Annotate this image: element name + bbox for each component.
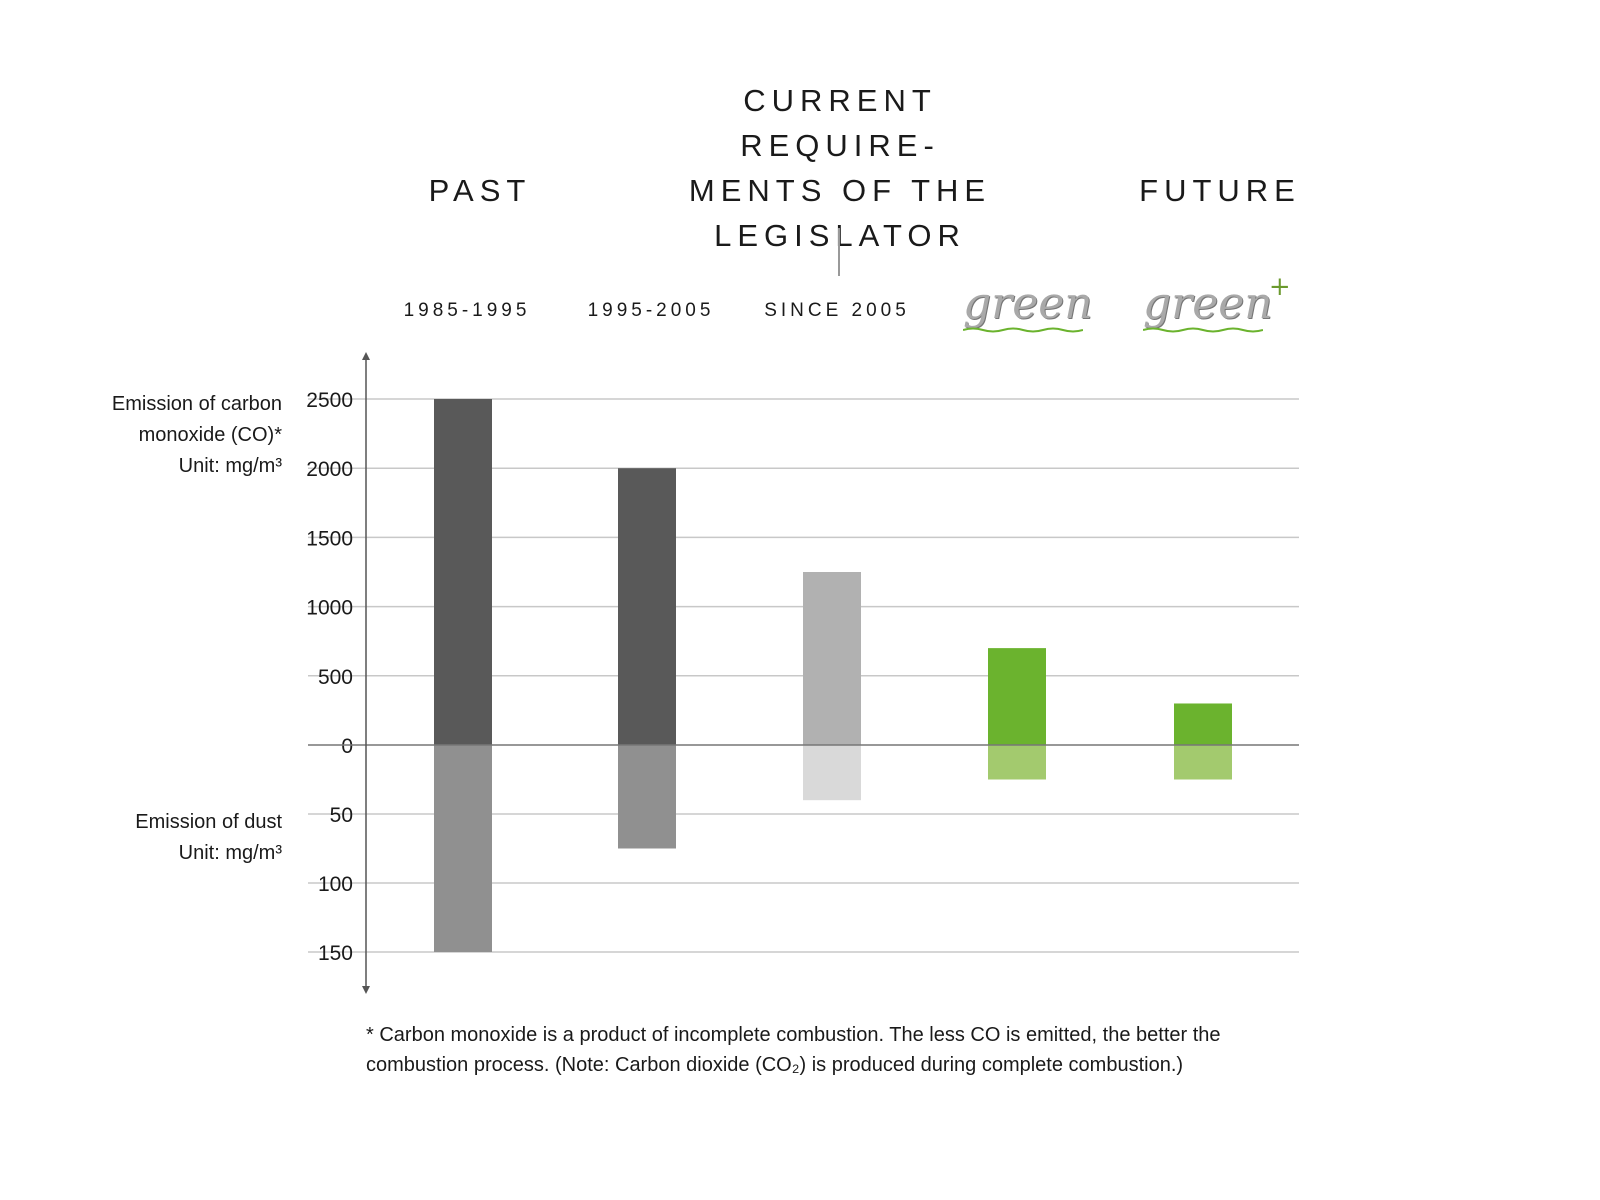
y-tick-label-dust: 50 (330, 804, 353, 827)
green-logo-text: green (963, 278, 1093, 329)
bar-co (988, 648, 1046, 745)
green-plus-logo-text: green (1143, 278, 1273, 329)
bar-dust (434, 745, 492, 952)
y-label-line: Emission of dust (135, 811, 282, 833)
y-tick-label-co: 1000 (306, 597, 353, 620)
bar-co (803, 572, 861, 745)
y-tick-label-co: 1500 (306, 527, 353, 550)
bar-co (434, 399, 492, 745)
category-label: SINCE 2005 (764, 300, 910, 321)
bar-dust (1174, 745, 1232, 780)
header-current-line: MENTS OF THE (688, 173, 992, 208)
bar-dust (618, 745, 676, 849)
y-tick-label-co: 500 (318, 666, 353, 689)
y-tick-label-co: 2500 (306, 389, 353, 412)
y-axis-label-dust: Emission of dust Unit: mg/m³ (135, 807, 282, 869)
green-logo: green (963, 278, 1093, 333)
y-label-line: Emission of carbon (111, 393, 282, 415)
category-label: 1995-2005 (587, 300, 715, 321)
header-current: CURRENT REQUIRE- MENTS OF THE LEGISLATOR (640, 78, 1040, 258)
y-tick-label-dust: 100 (318, 873, 353, 896)
y-axis-label-co: Emission of carbon monoxide (CO)* Unit: … (112, 389, 282, 482)
y-tick-label-co: 2000 (306, 458, 353, 481)
bar-dust (988, 745, 1046, 780)
header-future: FUTURE (1139, 173, 1301, 208)
y-label-line: Unit: mg/m³ (178, 455, 282, 477)
green-plus-logo: green + (1143, 272, 1291, 333)
bar-dust (803, 745, 861, 801)
y-tick-label-co: 0 (341, 735, 353, 758)
y-tick-label-dust: 150 (318, 942, 353, 965)
plus-icon: + (1268, 272, 1291, 302)
header-past: PAST (428, 173, 532, 208)
bar-co (1174, 703, 1232, 745)
header-current-line: CURRENT REQUIRE- (740, 83, 940, 163)
y-label-line: Unit: mg/m³ (178, 842, 282, 864)
bar-co (618, 468, 676, 745)
arrow-up-icon (362, 352, 370, 360)
category-label: 1985-1995 (403, 300, 531, 321)
arrow-down-icon (362, 986, 370, 994)
header-divider (838, 228, 840, 276)
header-current-line: LEGISLATOR (714, 218, 966, 253)
y-label-line: monoxide (CO)* (138, 424, 282, 446)
footnote: * Carbon monoxide is a product of incomp… (366, 1024, 1221, 1076)
